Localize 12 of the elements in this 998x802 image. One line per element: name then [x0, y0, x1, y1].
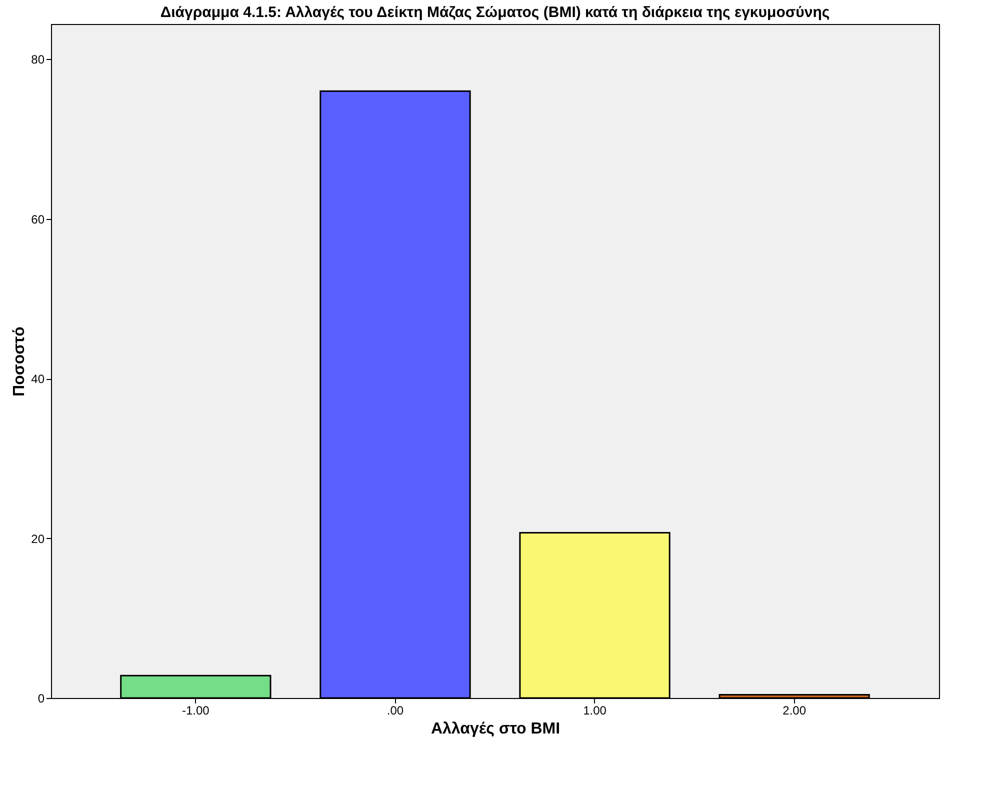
- x-tick-label: .00: [386, 704, 404, 718]
- x-axis-title: Αλλαγές στο BMI: [430, 720, 560, 738]
- x-tick-label: -1.00: [182, 704, 210, 718]
- y-tick-label: 20: [31, 532, 45, 546]
- x-tick-label: 1.00: [583, 704, 607, 718]
- y-tick-label: 40: [31, 372, 45, 386]
- y-axis-title: Ποσοστό: [11, 326, 28, 396]
- y-tick-label: 80: [31, 52, 45, 67]
- y-tick-label: 60: [31, 212, 45, 226]
- y-tick-label: 0: [38, 692, 45, 706]
- x-tick-label: 2.00: [782, 704, 806, 718]
- chart-title: Διάγραμμα 4.1.5: Αλλαγές του Δείκτη Μάζας Σώματος (BMI) κατά τη διάρκεια της εγκυμοσύνης: [160, 4, 830, 21]
